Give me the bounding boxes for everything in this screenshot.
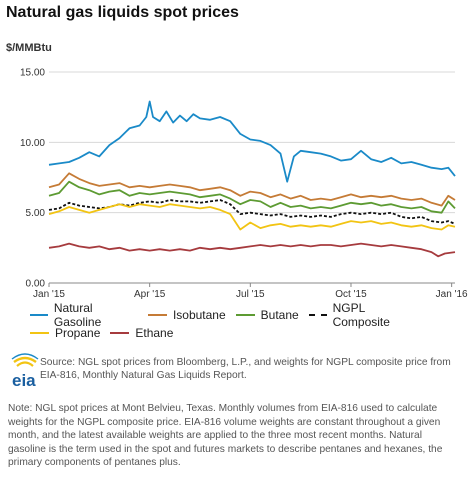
y-tick-label: 10.00	[20, 138, 45, 149]
legend-item: Butane	[235, 308, 299, 322]
legend-swatch	[30, 332, 49, 334]
y-tick-label: 0.00	[26, 279, 46, 290]
legend-swatch	[308, 314, 327, 316]
legend-label: NGPL Composite	[332, 301, 390, 329]
legend-row: Propane Ethane	[30, 324, 430, 342]
series-line-natural-gasoline	[48, 100, 456, 183]
series-line-isobutane	[48, 172, 456, 207]
legend-swatch	[147, 314, 167, 316]
chart-series	[48, 100, 456, 258]
legend-label: Butane	[260, 308, 299, 322]
y-tick-label: 15.00	[20, 68, 45, 79]
chart-grid	[49, 71, 455, 284]
y-tick-label: 5.00	[26, 208, 46, 219]
line-chart: 0.00 5.00 10.00 15.00 Jan '15 Apr '15 Jul '15…	[20, 68, 468, 301]
legend-row: Natural Gasoline Isobutane Butane NGPL Comp…	[30, 301, 430, 329]
legend-item: Isobutane	[147, 308, 226, 322]
x-tick-label: Oct '15	[335, 289, 367, 300]
y-axis-unit-label: $/MMBtu	[6, 42, 52, 54]
series-line-propane	[48, 203, 456, 231]
legend-item: Propane	[30, 326, 100, 340]
series-line-ngpl-composite	[48, 199, 456, 225]
legend-label: Ethane	[135, 326, 174, 340]
legend-label: Propane	[55, 326, 101, 340]
eia-logo-icon: eia	[11, 353, 39, 390]
eia-logo-text: eia	[12, 371, 36, 390]
legend-item: Ethane	[110, 326, 173, 340]
legend-item: Natural Gasoline	[30, 301, 138, 329]
legend-label: Isobutane	[172, 308, 226, 322]
x-axis-ticks: Jan '15 Apr '15 Jul '15 Oct '15 Jan '16	[33, 283, 468, 300]
x-tick-label: Jan '16	[436, 289, 468, 300]
y-axis-ticks: 0.00 5.00 10.00 15.00	[20, 68, 45, 290]
x-tick-label: Apr '15	[134, 289, 166, 300]
legend-label: Natural Gasoline	[53, 301, 102, 329]
source-block: eia Source: NGL spot prices from Bloombe…	[0, 352, 469, 392]
legend-item: NGPL Composite	[308, 301, 420, 329]
legend-swatch	[235, 314, 255, 316]
chart-title: Natural gas liquids spot prices	[6, 4, 239, 21]
legend-swatch	[110, 332, 130, 334]
series-line-butane	[48, 180, 456, 214]
note-text: Note: NGL spot prices at Mont Belvieu, T…	[8, 403, 443, 469]
series-line-ethane	[48, 242, 456, 258]
legend-swatch	[30, 314, 48, 316]
source-text: Source: NGL spot prices from Bloomberg, …	[40, 357, 451, 381]
x-tick-label: Jul '15	[236, 289, 265, 300]
chart-legend: Natural Gasoline Isobutane Butane NGPL Comp…	[30, 301, 430, 342]
x-tick-label: Jan '15	[33, 289, 65, 300]
